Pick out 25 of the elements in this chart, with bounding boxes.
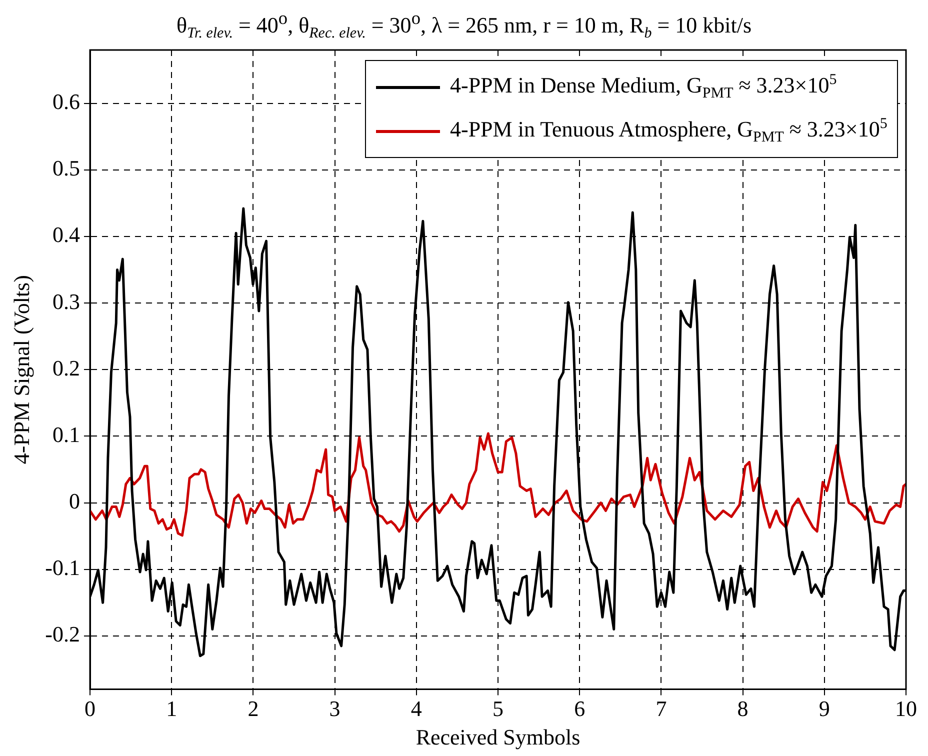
y-tick-label: 0.6 bbox=[52, 89, 80, 114]
legend-label: 4-PPM in Dense Medium, G$_{PMT}$ ≈ 3.23×10$^{5}$ bbox=[450, 72, 837, 102]
x-tick-label: 10 bbox=[895, 696, 917, 722]
y-tick-label: 0.3 bbox=[52, 288, 80, 314]
x-axis-title: Received Symbols bbox=[416, 724, 580, 750]
x-tick-label: 6 bbox=[574, 696, 586, 722]
x-tick-label: 1 bbox=[166, 696, 178, 722]
y-tick-label: 0.5 bbox=[52, 156, 80, 181]
y-axis-title: 4-PPM Signal (Volts) bbox=[8, 275, 34, 464]
x-tick-label: 3 bbox=[329, 696, 340, 722]
x-tick-label: 2 bbox=[248, 696, 259, 722]
y-tick-label: -0.2 bbox=[45, 622, 80, 647]
chart-title: θ$_{Tr. elev.}$ = 40$^{o}$, θ$_{Rec. elev.}$ = 30$^{o}$, λ = 265 nm, r = 10 m, R$_{b}$ = 10 kbit/s bbox=[176, 8, 752, 42]
x-tick-label: 9 bbox=[818, 696, 830, 722]
y-tick-label: 0.4 bbox=[52, 222, 80, 248]
y-tick-label: 0 bbox=[69, 488, 80, 514]
y-tick-label: -0.1 bbox=[45, 555, 80, 580]
legend-label: 4-PPM in Tenuous Atmosphere, G$_{PMT}$ ≈ 3.23×10$^{5}$ bbox=[450, 116, 888, 146]
x-tick-label: 4 bbox=[410, 696, 422, 722]
y-tick-label: 0.1 bbox=[52, 422, 80, 447]
x-tick-label: 5 bbox=[492, 696, 504, 722]
y-tick-label: 0.2 bbox=[52, 355, 80, 380]
x-tick-label: 7 bbox=[656, 696, 667, 722]
x-tick-label: 0 bbox=[84, 696, 96, 722]
x-tick-label: 8 bbox=[737, 696, 748, 722]
